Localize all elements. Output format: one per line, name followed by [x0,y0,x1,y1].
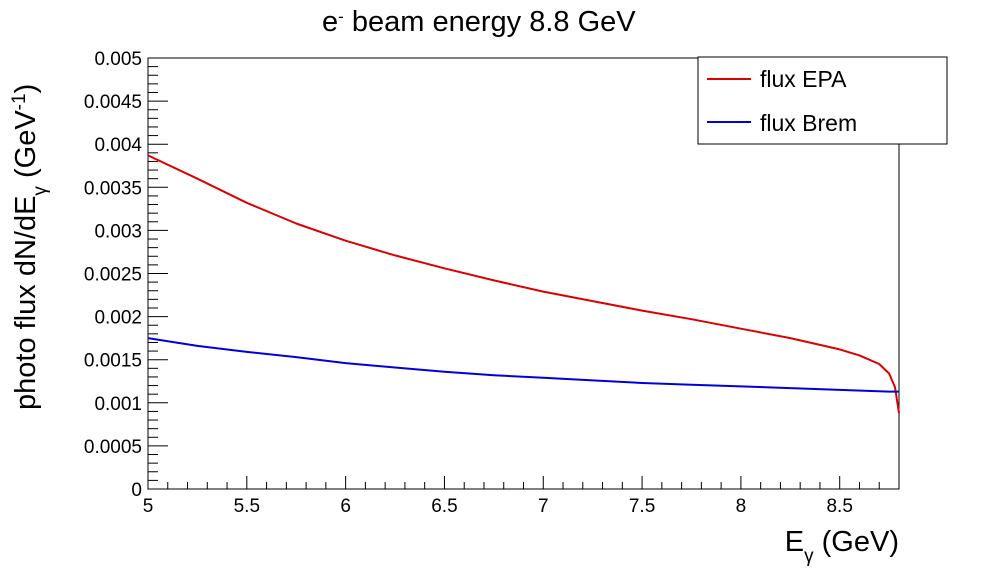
y-tick-label: 0.005 [94,49,142,70]
y-tick-label: 0.0005 [84,437,142,458]
y-tick-label: 0.0025 [84,265,142,286]
x-tick-label: 6.5 [431,496,457,517]
axis-ticks [147,57,900,490]
series-lines [147,154,900,414]
y-tick-label: 0 [131,480,142,501]
x-tick-label: 5.5 [234,496,260,517]
legend: flux EPA flux Brem [697,56,948,145]
y-tick-label: 0.0045 [84,92,142,113]
y-tick-label: 0.001 [94,394,142,415]
x-tick-label: 7.5 [629,496,655,517]
tick-labels: 5 5.5 6 6.5 7 7.5 8 8.5 0 0.0005 0.001 0.0015 0.002 0… [84,49,853,517]
legend-label-epa: flux EPA [760,66,847,92]
x-axis-label: Eγ (GeV) [785,526,899,567]
x-tick-label: 8.5 [826,496,852,517]
y-axis-label: photo flux dN/dEγ (GeV-1) [9,84,51,410]
series-line-1 [147,337,899,393]
y-tick-label: 0.002 [94,308,142,329]
x-tick-label: 8 [736,496,747,517]
chart-title: e- beam energy 8.8 GeV [322,6,636,38]
legend-box [697,56,948,145]
series-line-0 [147,154,900,414]
y-tick-label: 0.0035 [84,178,142,199]
x-tick-label: 5 [143,496,154,517]
x-tick-label: 7 [538,496,549,517]
y-tick-label: 0.003 [94,221,142,242]
legend-label-brem: flux Brem [760,110,857,136]
y-tick-label: 0.0015 [84,351,142,372]
x-tick-label: 6 [340,496,351,517]
y-tick-label: 0.004 [94,135,142,156]
